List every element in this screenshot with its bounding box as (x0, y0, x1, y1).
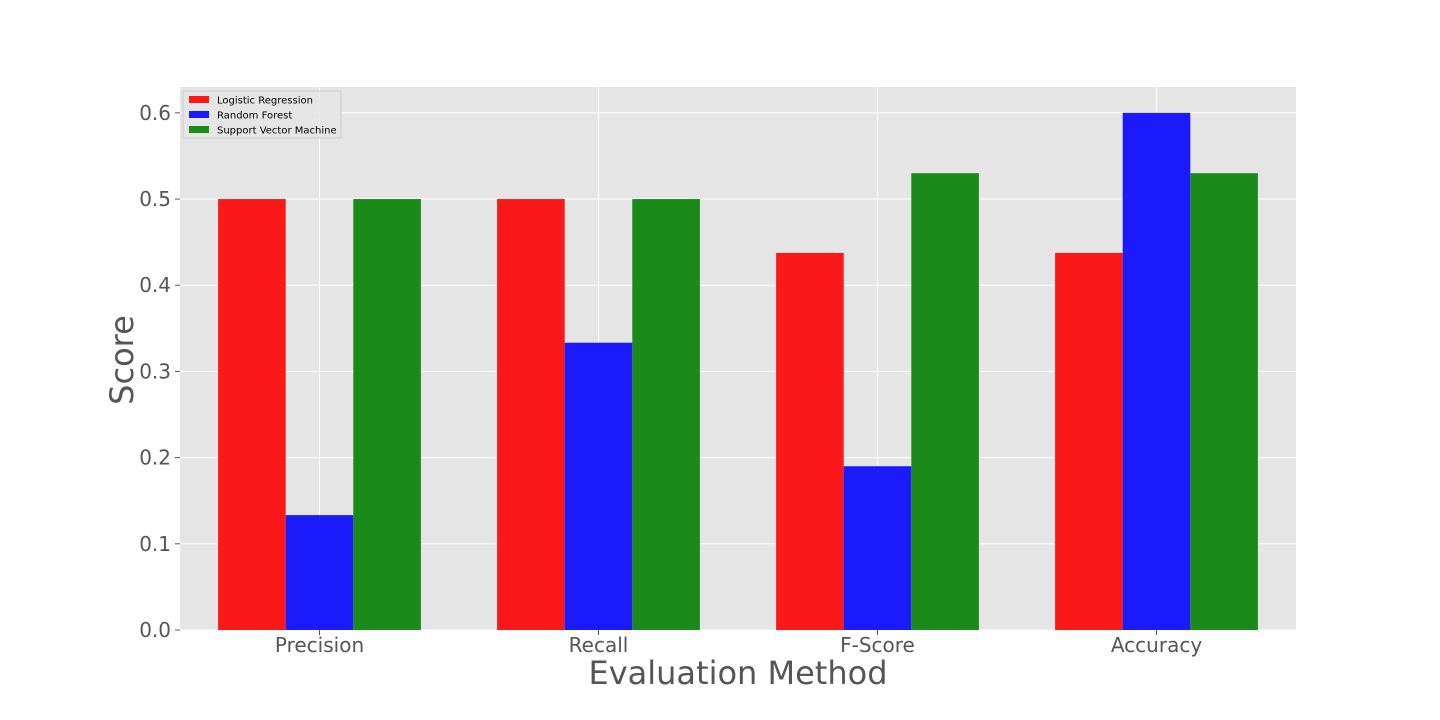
bars (218, 112, 1258, 631)
legend-label: Logistic Regression (217, 96, 313, 107)
y-tick-label: 0.1 (139, 532, 171, 556)
bar-logistic-regression-precision (218, 199, 286, 631)
bar-logistic-regression-f-score (776, 252, 844, 630)
bar-logistic-regression-recall (497, 199, 565, 631)
axes: 0.0 0.1 0.2 0.3 0.4 0.5 0.6 Precision Recall F-Sc… (139, 101, 1202, 657)
legend: Logistic Regression Random Forest Support … (182, 90, 342, 139)
bar-support-vector-machine-f-score (911, 173, 979, 630)
legend-label: Random Forest (217, 111, 292, 122)
bar-random-forest-precision (285, 515, 354, 630)
y-tick-label: 0.2 (139, 446, 171, 470)
bar-random-forest-accuracy (1122, 112, 1191, 631)
y-tick-label: 0.4 (139, 273, 171, 297)
legend-label: Support Vector Machine (217, 126, 337, 137)
bar-support-vector-machine-precision (353, 199, 421, 631)
legend-swatch (189, 111, 209, 118)
y-tick-label: 0.3 (139, 359, 171, 383)
x-tick-label: Accuracy (1111, 633, 1202, 657)
x-tick-label: Recall (569, 633, 629, 657)
bar-support-vector-machine-recall (632, 199, 700, 631)
legend-frame (182, 90, 342, 139)
x-axis-title: Evaluation Method (588, 654, 887, 692)
bar-support-vector-machine-accuracy (1190, 173, 1258, 630)
bar-random-forest-recall (564, 342, 633, 630)
x-tick-label: Precision (275, 633, 364, 657)
legend-swatch (189, 96, 209, 103)
bar-logistic-regression-accuracy (1055, 252, 1123, 630)
x-tick-label: F-Score (840, 633, 915, 657)
y-tick-label: 0.5 (139, 187, 171, 211)
y-tick-label: 0.0 (139, 618, 171, 642)
bar-random-forest-f-score (843, 466, 912, 630)
y-tick-label: 0.6 (139, 101, 171, 125)
legend-swatch (189, 126, 209, 133)
y-axis-title: Score (103, 315, 141, 405)
